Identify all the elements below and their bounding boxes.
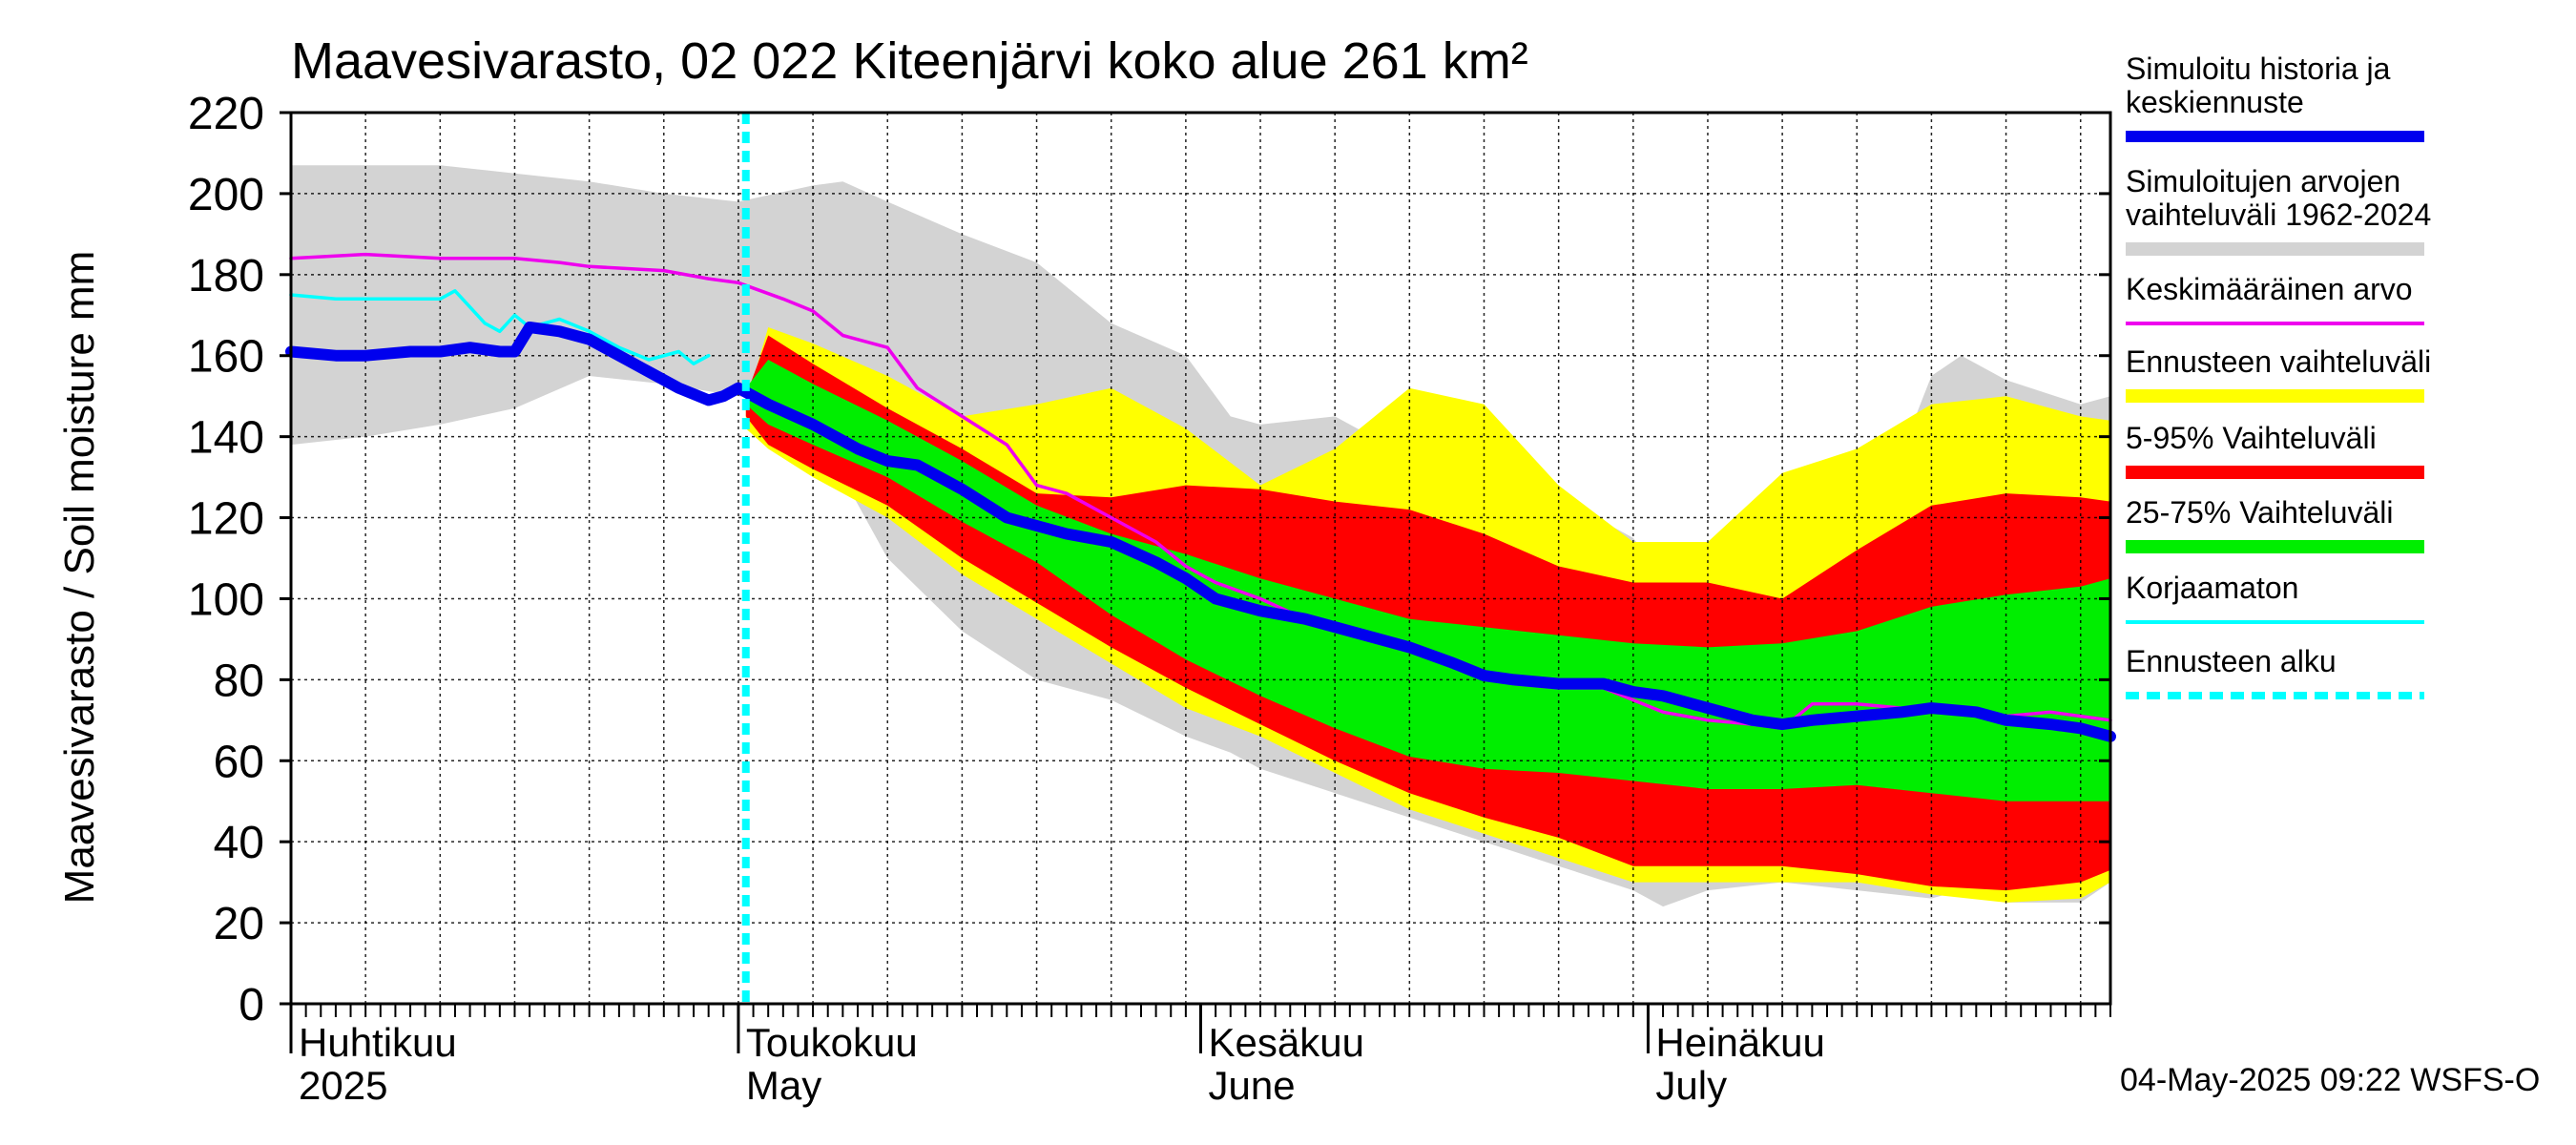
x-month-label: Kesäkuu: [1209, 1020, 1364, 1065]
y-tick-label: 220: [188, 89, 264, 139]
y-axis-label: Maavesivarasto / Soil moisture mm: [56, 251, 103, 905]
y-tick-label: 100: [188, 574, 264, 625]
mean-line: [289, 252, 2112, 731]
y-tick-label: 140: [188, 413, 264, 464]
y-tick-label: 120: [188, 494, 264, 545]
x-month-label: Huhtikuu: [299, 1020, 457, 1065]
legend-label: 5-95% Vaihteluväli: [2126, 421, 2377, 455]
y-tick-label: 160: [188, 332, 264, 383]
x-month-label-en: July: [1655, 1063, 1727, 1108]
legend-label: Korjaamaton: [2126, 571, 2298, 605]
x-month-label-en: 2025: [299, 1063, 387, 1108]
y-tick-label: 180: [188, 251, 264, 302]
plot-area: 0 20 40 60 80 100 120 140 160 180 200 220 Huhtikuu20…: [188, 89, 2116, 1108]
legend-label: keskiennuste: [2126, 85, 2304, 119]
legend-label: Simuloitujen arvojen: [2126, 164, 2400, 198]
x-month-label-en: June: [1209, 1063, 1296, 1108]
median-line: [285, 322, 2116, 742]
y-tick-label: 20: [214, 899, 264, 949]
y-tick-label: 60: [214, 737, 264, 787]
legend-label: Simuloitu historia ja: [2126, 52, 2391, 86]
uncorrected-line: [289, 289, 711, 365]
legend-label: Keskimääräinen arvo: [2126, 272, 2413, 306]
x-month-label: Heinäkuu: [1655, 1020, 1824, 1065]
x-month-label-en: May: [746, 1063, 821, 1108]
y-tick-label: 0: [239, 980, 264, 1030]
legend-label: 25-75% Vaihteluväli: [2126, 495, 2393, 530]
legend-label: Ennusteen vaihteluväli: [2126, 344, 2431, 379]
footer-timestamp: 04-May-2025 09:22 WSFS-O: [2120, 1062, 2540, 1098]
legend-label: Ennusteen alku: [2126, 644, 2337, 678]
x-month-label: Toukokuu: [746, 1020, 918, 1065]
y-tick-label: 200: [188, 170, 264, 220]
p25-75-band: [745, 360, 2110, 802]
y-tick-label: 40: [214, 818, 264, 868]
legend-label: vaihteluväli 1962-2024: [2126, 198, 2431, 232]
y-tick-label: 80: [214, 656, 264, 706]
chart-title: Maavesivarasto, 02 022 Kiteenjärvi koko …: [291, 32, 1528, 90]
